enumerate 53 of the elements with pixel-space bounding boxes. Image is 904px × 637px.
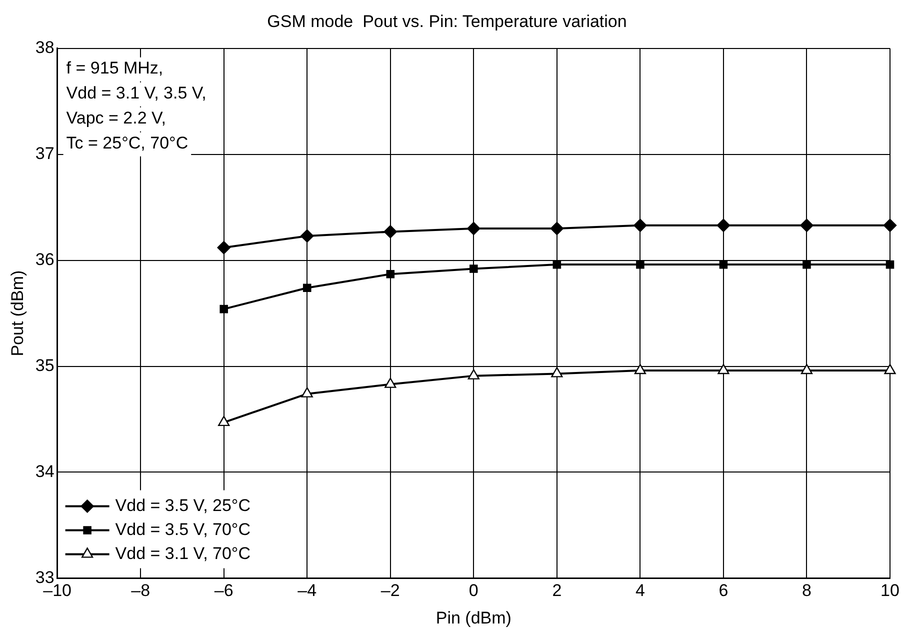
legend-label: Vdd = 3.5 V, 25°C (115, 496, 250, 515)
x-tick-label: –2 (380, 581, 400, 600)
point (551, 367, 563, 378)
annotation: f = 915 MHz, (66, 58, 164, 78)
y-tick-label: 34 (35, 462, 54, 481)
point (716, 218, 730, 232)
x-tick-label: 0 (468, 581, 478, 600)
point (800, 218, 814, 232)
point (634, 218, 647, 232)
point (386, 270, 395, 278)
point (636, 260, 644, 269)
point (384, 378, 396, 388)
point (718, 364, 730, 374)
x-axis-title: Pin (dBm) (436, 608, 512, 628)
legend-label: Vdd = 3.5 V, 70°C (115, 520, 250, 539)
point (884, 364, 896, 374)
x-tick-label: –4 (298, 581, 317, 600)
point (217, 241, 230, 254)
point (802, 260, 811, 269)
y-tick-label: 33 (35, 568, 54, 587)
x-tick-label: 4 (635, 581, 645, 600)
point (800, 364, 813, 374)
point (886, 260, 894, 269)
point (550, 222, 564, 236)
y-axis-title: Pout (dBm) (8, 270, 27, 356)
legend-label: Vdd = 3.1 V, 70°C (115, 544, 250, 563)
point (719, 260, 728, 269)
point (301, 387, 313, 398)
y-tick-label: 37 (35, 144, 54, 164)
y-tick-label: 38 (35, 38, 54, 58)
point (467, 222, 480, 236)
x-tick-label: 6 (718, 581, 728, 600)
y-tick-label: 35 (35, 356, 54, 375)
point (470, 264, 478, 273)
x-tick-label: –8 (131, 581, 150, 600)
point (218, 416, 230, 426)
point (883, 218, 897, 232)
annotation: Tc = 25°C, 70°C (66, 134, 188, 153)
x-tick-label: 2 (552, 581, 562, 600)
annotation: Vdd = 3.1 V, 3.5 V, (66, 84, 206, 103)
point (220, 304, 228, 314)
point (634, 364, 646, 374)
point (302, 284, 312, 292)
point (384, 225, 397, 238)
annotation: Vapc = 2.2 V, (66, 108, 166, 128)
x-tick-label: –6 (214, 581, 234, 600)
y-tick-label: 36 (35, 250, 54, 270)
point (552, 260, 562, 269)
x-tick-label: 10 (880, 581, 900, 600)
chart-title: GSM mode Pout vs. Pin: Temperature variation (267, 12, 627, 31)
point (300, 229, 314, 243)
x-tick-label: 8 (802, 581, 812, 600)
point (468, 369, 480, 380)
